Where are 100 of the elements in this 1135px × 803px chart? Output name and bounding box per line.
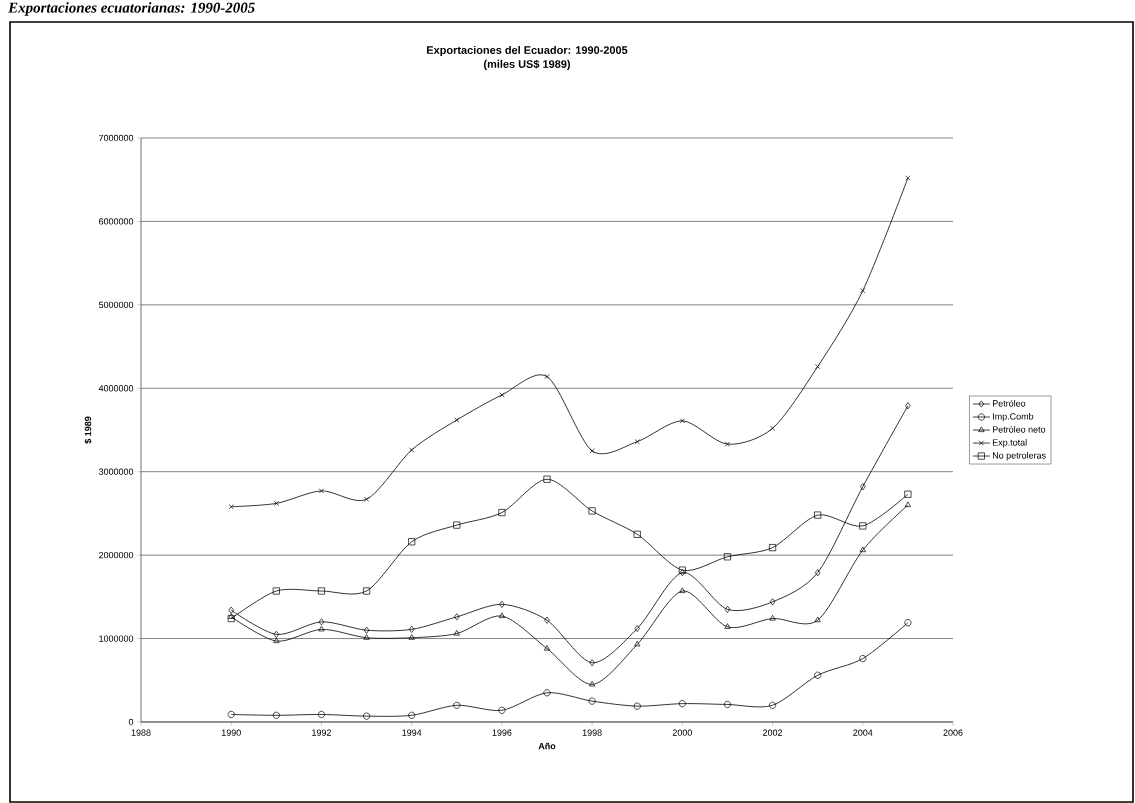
point — [678, 566, 686, 574]
point — [227, 710, 235, 719]
point — [589, 448, 595, 454]
point — [363, 712, 371, 720]
point — [814, 569, 821, 577]
legend-label: Petróleo — [992, 399, 1026, 407]
y-tick-label: 7000000 — [99, 134, 134, 142]
point — [228, 504, 234, 510]
point — [543, 645, 551, 651]
point — [769, 544, 777, 552]
point — [589, 680, 596, 687]
point — [318, 625, 325, 632]
point — [723, 700, 731, 708]
point — [634, 640, 641, 647]
x-tick-label: 2002 — [763, 729, 783, 736]
point — [498, 509, 506, 517]
point — [408, 634, 415, 640]
point — [453, 630, 460, 636]
point — [228, 613, 235, 619]
point — [860, 288, 866, 294]
y-tick-label: 5000000 — [98, 301, 134, 309]
x-axis-title: Año — [538, 742, 556, 750]
point — [859, 522, 867, 530]
point — [588, 507, 596, 515]
x-tick-label: 1996 — [492, 729, 512, 736]
point — [363, 496, 370, 502]
point — [273, 500, 279, 507]
point — [814, 671, 822, 679]
point — [904, 501, 912, 508]
point — [679, 569, 686, 577]
point — [499, 392, 505, 398]
point — [543, 689, 551, 697]
x-tick-label: 2000 — [672, 729, 692, 736]
point — [634, 625, 640, 633]
point — [363, 587, 371, 595]
x-tick-label: 1994 — [402, 729, 422, 736]
legend-label: Exp.total — [992, 439, 1027, 448]
text: Exportaciones ecuatorianas: 1990-2005 — [8, 2, 255, 16]
y-tick-label: 2000000 — [99, 551, 134, 559]
point — [769, 615, 776, 621]
point — [318, 618, 325, 626]
point — [408, 538, 416, 546]
y-tick-label: 0 — [128, 718, 134, 726]
point — [317, 710, 325, 719]
point — [318, 488, 325, 494]
point — [769, 598, 776, 606]
point — [634, 439, 640, 445]
chart-title: Exportaciones del Ecuador: 1990-2005 — [427, 45, 628, 57]
legend-label: No petroleras — [992, 452, 1046, 461]
point — [543, 475, 551, 483]
y-axis-title: $ 1989 — [84, 416, 92, 444]
x-tick-label: 1990 — [221, 729, 241, 736]
x-tick-label: 1988 — [131, 729, 151, 736]
point — [678, 700, 686, 708]
y-tick-label: 3000000 — [98, 468, 134, 475]
point — [273, 630, 280, 638]
point — [454, 417, 460, 423]
point — [453, 521, 461, 529]
point — [905, 175, 911, 181]
x-tick-label: 1998 — [582, 729, 602, 736]
point — [498, 706, 506, 714]
chart-subtitle: (miles US$ 1989) — [484, 59, 570, 71]
legend-label: Imp.Comb — [993, 413, 1034, 422]
x-tick-label: 2004 — [853, 729, 873, 736]
y-tick-label: 6000000 — [99, 218, 134, 225]
point — [815, 363, 821, 370]
point — [633, 702, 641, 710]
point — [544, 616, 550, 624]
point — [228, 606, 234, 614]
x-tick-label: 1992 — [312, 729, 331, 736]
point — [860, 483, 866, 491]
point — [272, 711, 280, 719]
point — [408, 625, 415, 633]
point — [679, 587, 686, 593]
point — [363, 626, 370, 634]
y-tick-label: 1000000 — [99, 635, 134, 642]
point — [544, 373, 550, 380]
x-tick-label: 2006 — [943, 729, 963, 736]
point — [409, 447, 415, 453]
point — [454, 613, 460, 621]
point — [859, 655, 867, 663]
point — [273, 637, 280, 643]
point — [363, 634, 370, 640]
point — [769, 701, 777, 709]
point — [723, 553, 731, 561]
point — [227, 615, 235, 623]
point — [272, 587, 280, 595]
point — [498, 612, 506, 618]
point — [904, 619, 912, 627]
point — [317, 587, 325, 595]
point — [769, 425, 776, 431]
point — [904, 490, 912, 498]
point — [453, 701, 461, 709]
legend-label: Petróleo neto — [992, 425, 1046, 433]
point — [499, 600, 505, 608]
point — [724, 623, 731, 629]
point — [859, 546, 866, 553]
point — [724, 441, 731, 447]
point — [679, 418, 685, 424]
point — [633, 530, 641, 538]
